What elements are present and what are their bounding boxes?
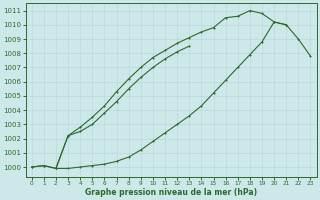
X-axis label: Graphe pression niveau de la mer (hPa): Graphe pression niveau de la mer (hPa) <box>85 188 257 197</box>
